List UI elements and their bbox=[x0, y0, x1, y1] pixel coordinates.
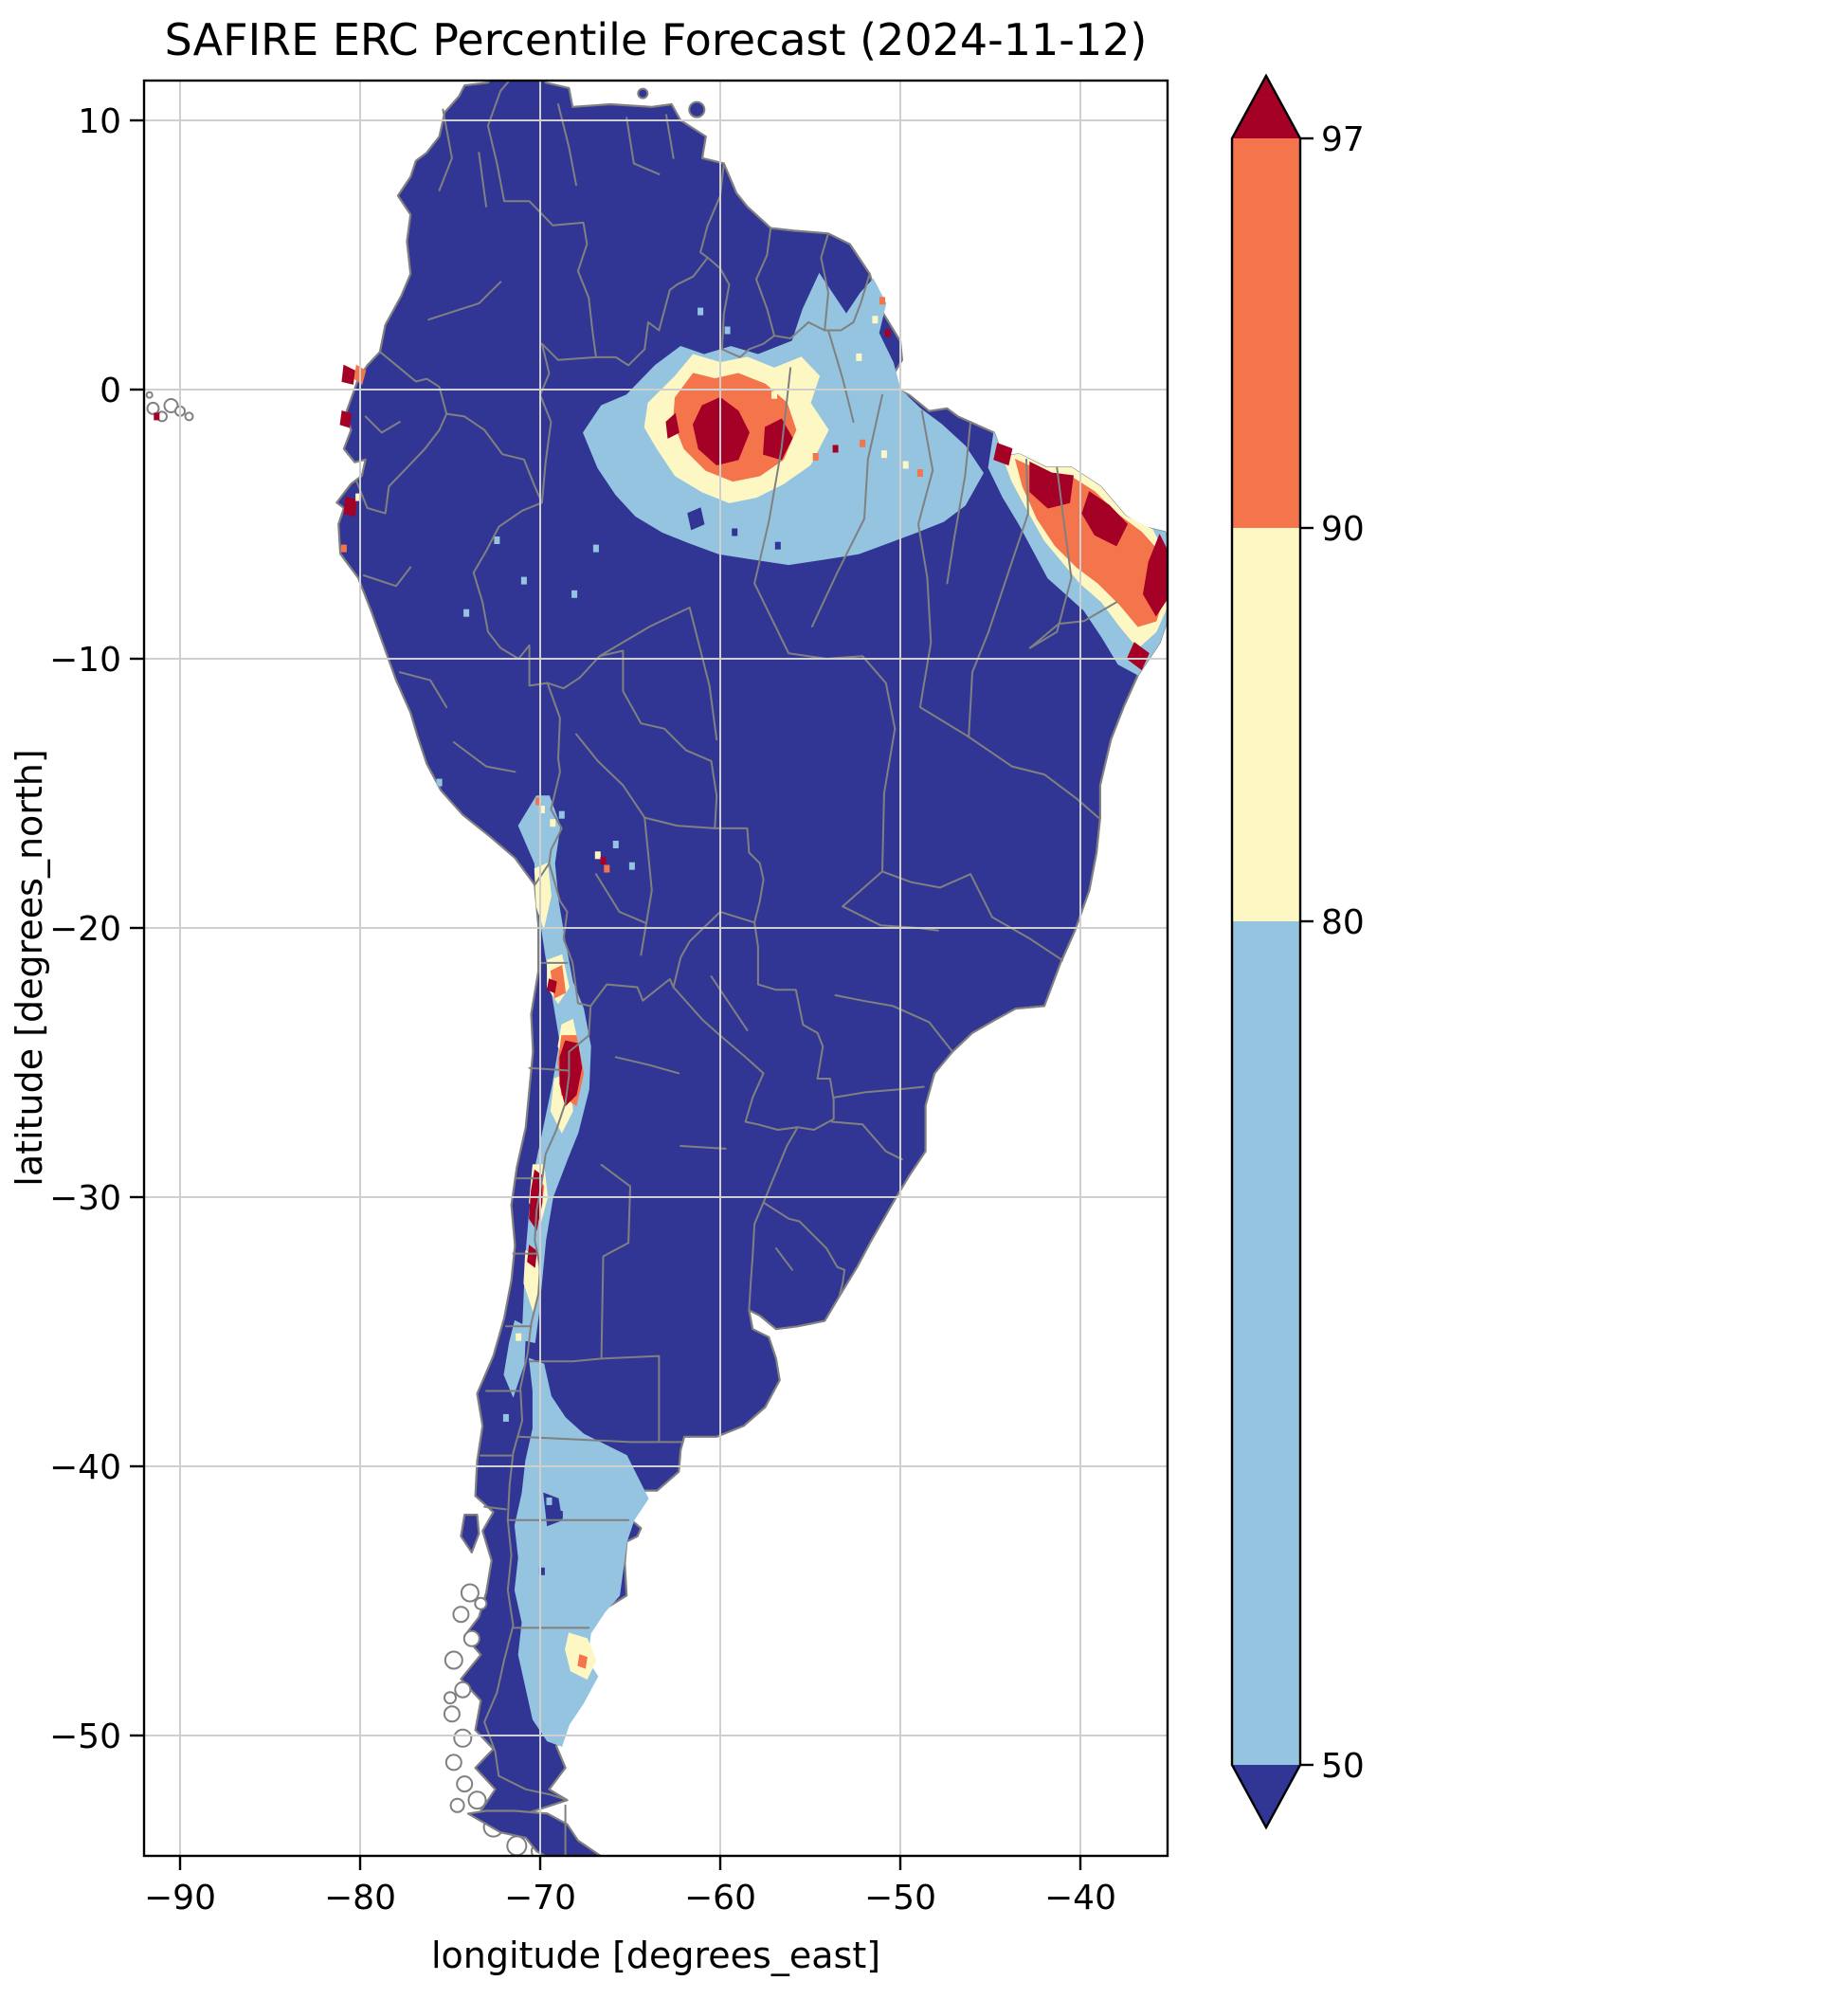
x-tick-labels: −90 −80 −70 −60 −50 −40 bbox=[144, 1879, 1116, 1917]
colorbar-tick-marks bbox=[1300, 136, 1314, 1767]
y-tick-label: −30 bbox=[49, 1179, 121, 1218]
colorbar-segment-50-80 bbox=[1232, 921, 1300, 1765]
colorbar: 97 90 80 50 bbox=[1230, 73, 1365, 1830]
y-tick-label: −40 bbox=[49, 1448, 121, 1487]
x-tick-label: −90 bbox=[144, 1879, 216, 1917]
plot-frame bbox=[142, 79, 1169, 1858]
colorbar-tick-label: 90 bbox=[1321, 510, 1365, 549]
y-axis-label: latitude [degrees_north] bbox=[9, 749, 50, 1186]
colorbar-tick-label: 97 bbox=[1321, 120, 1365, 159]
colorbar-tick-label: 50 bbox=[1321, 1747, 1365, 1786]
figure-title: SAFIRE ERC Percentile Forecast (2024-11-… bbox=[165, 14, 1148, 65]
y-tick-labels: 10 0 −10 −20 −30 −40 −50 bbox=[49, 102, 121, 1756]
x-tick-label: −80 bbox=[324, 1879, 396, 1917]
colorbar-segment-90-97 bbox=[1232, 138, 1300, 528]
y-tick-label: −20 bbox=[49, 910, 121, 949]
south-america-map-layer bbox=[145, 81, 1168, 1856]
y-tick-label: 10 bbox=[78, 102, 121, 141]
y-tick-label: 0 bbox=[100, 372, 121, 410]
y-tick-label: −50 bbox=[49, 1717, 121, 1756]
colorbar-tick-label: 80 bbox=[1321, 903, 1365, 942]
grid-layer bbox=[144, 81, 1168, 1856]
x-tick-label: −70 bbox=[504, 1879, 576, 1917]
colorbar-segment-80-90 bbox=[1232, 528, 1300, 921]
colorbar-upper-extend bbox=[1232, 76, 1300, 138]
tick-marks bbox=[130, 118, 1082, 1870]
x-tick-label: −60 bbox=[684, 1879, 756, 1917]
y-tick-label: −10 bbox=[49, 641, 121, 680]
x-tick-label: −40 bbox=[1044, 1879, 1116, 1917]
x-axis-label: longitude [degrees_east] bbox=[431, 1935, 880, 1976]
x-tick-label: −50 bbox=[864, 1879, 936, 1917]
colorbar-lower-extend bbox=[1232, 1765, 1300, 1827]
